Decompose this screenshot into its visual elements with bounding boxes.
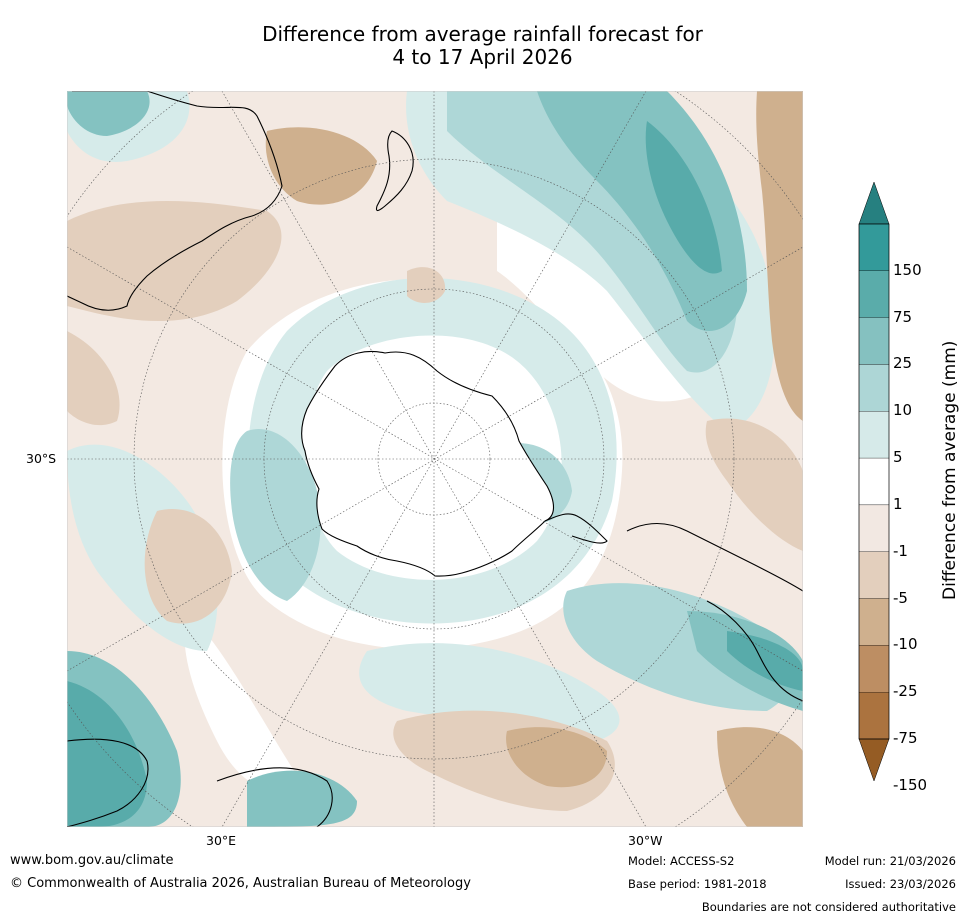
map-title-line2: 4 to 17 April 2026	[392, 45, 573, 69]
wet-region-indian	[230, 429, 321, 601]
footer-copyright: © Commonwealth of Australia 2026, Austra…	[10, 876, 471, 891]
dry-region-east	[756, 91, 803, 421]
map-title-line1: Difference from average rainfall forecas…	[262, 22, 703, 46]
wet-region-south	[359, 643, 620, 741]
africa-coastline-2	[216, 767, 333, 827]
colorbar-bottom-arrow	[858, 738, 890, 782]
colorbar	[858, 181, 890, 782]
antarctica	[301, 350, 555, 577]
dry-region-west	[67, 331, 120, 426]
wet-region-sw-core	[67, 681, 147, 827]
colorbar-bin	[858, 551, 890, 599]
colorbar-bin	[858, 364, 890, 412]
footer-base-period: Base period: 1981-2018	[628, 877, 767, 891]
footer-url[interactable]: www.bom.gov.au/climate	[10, 853, 174, 868]
colorbar-bin	[858, 457, 890, 506]
lon-label-30w: 30°W	[628, 833, 663, 848]
south-america-coastline-2	[706, 600, 803, 702]
dry-region-australia	[67, 201, 282, 321]
colorbar-bin	[858, 692, 890, 740]
australia-coastline	[67, 91, 283, 311]
near-average-zone-sw	[184, 611, 307, 794]
lon-label-30e: 30°E	[206, 833, 237, 848]
colorbar-tick-label: -10	[893, 635, 918, 654]
dry-region-indian	[144, 509, 232, 624]
colorbar-tick-label: 150	[893, 260, 922, 279]
colorbar-bin	[858, 645, 890, 693]
wet-region-pacific-strong	[537, 91, 747, 331]
colorbar-top-arrow	[858, 181, 890, 225]
colorbar-tick-label: 25	[893, 354, 913, 373]
graticule	[67, 91, 803, 827]
wet-region-pacific-core	[645, 121, 722, 274]
colorbar-bin	[858, 411, 890, 459]
africa-coastline	[67, 738, 149, 827]
footer-issued: Issued: 23/03/2026	[845, 877, 956, 891]
colorbar-tick-label: 1	[893, 494, 903, 513]
colorbar-bin	[858, 223, 890, 271]
wet-region-top-left-strong	[67, 91, 150, 136]
colorbar-tick-label: -150	[893, 775, 928, 794]
colorbar-tick-label: -1	[893, 541, 908, 560]
colorbar-tick-label: -25	[893, 682, 918, 701]
footer-disclaimer: Boundaries are not considered authoritat…	[701, 900, 956, 914]
wet-region-se-core	[727, 631, 803, 691]
colorbar-bin	[858, 504, 890, 552]
dry-region-australia-core	[265, 127, 377, 205]
south-america-coastline	[626, 523, 803, 592]
colorbar-title: Difference from average (mm)	[940, 340, 960, 600]
footer-model-run: Model run: 21/03/2026	[824, 854, 956, 868]
colorbar-tick-label: 5	[893, 448, 903, 467]
colorbar-tick-label: -75	[893, 729, 918, 747]
footer-model: Model: ACCESS-S2	[628, 854, 735, 868]
wet-region-ring	[248, 278, 617, 624]
dry-region-north	[407, 267, 446, 303]
colorbar-bin	[858, 317, 890, 365]
new-zealand-coastline	[375, 130, 414, 212]
dry-region-east-mid	[705, 418, 803, 551]
colorbar-bin	[858, 598, 890, 646]
colorbar-tick-label: 10	[893, 401, 913, 420]
dry-region-atlantic-core	[506, 727, 607, 788]
colorbar-bin	[858, 270, 890, 318]
antarctic-peninsula	[544, 513, 608, 544]
rainfall-map	[67, 91, 803, 827]
lat-label-30s: 30°S	[26, 451, 57, 466]
colorbar-tick-label: -5	[893, 588, 908, 607]
colorbar-tick-label: 75	[893, 307, 913, 326]
dry-region-se	[717, 727, 803, 827]
